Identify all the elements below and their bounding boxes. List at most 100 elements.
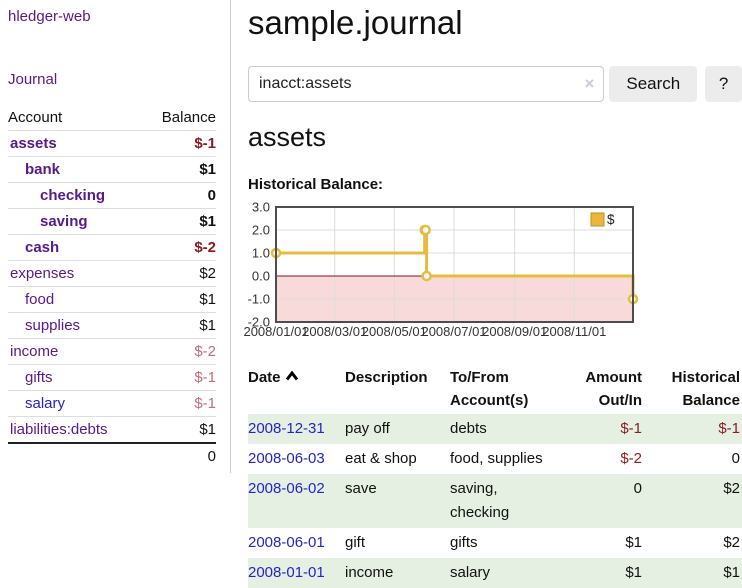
account-name-cell: salary	[8, 390, 143, 417]
account-link[interactable]: gifts	[25, 369, 53, 386]
account-heading: assets	[248, 122, 327, 152]
account-row: liabilities:debts $1	[8, 416, 216, 443]
account-name-cell: saving	[8, 208, 143, 235]
register-amount: $-2	[620, 450, 642, 467]
y-axis-tick: 1.0	[252, 246, 270, 261]
register-amount: 0	[633, 480, 642, 497]
accounts-header-account: Account	[8, 109, 63, 126]
register-description: pay off	[345, 420, 390, 437]
register-balance: $-1	[718, 420, 740, 437]
y-axis-tick: 2.0	[252, 223, 270, 238]
register-date-cell: 2008-06-03	[248, 444, 345, 474]
transaction-date-link[interactable]: 2008-12-31	[248, 420, 325, 437]
account-link[interactable]: checking	[40, 187, 106, 204]
register-amount: $-1	[620, 420, 642, 437]
sort-ascending-icon	[285, 370, 298, 381]
account-link[interactable]: salary	[25, 395, 66, 412]
account-name-cell: food	[8, 286, 143, 313]
account-balance: $-1	[142, 130, 216, 157]
search-button[interactable]: Search	[609, 66, 698, 102]
transaction-date-link[interactable]: 2008-06-02	[248, 480, 325, 497]
register-row: 2008-06-01 gift gifts $1 $2	[248, 528, 742, 558]
sidebar-item-journal[interactable]: Journal	[8, 71, 58, 88]
account-link[interactable]: saving	[40, 213, 88, 230]
y-axis-tick: -1.0	[248, 292, 270, 307]
account-row: bank $1	[8, 156, 216, 183]
account-name-cell: expenses	[8, 260, 143, 287]
transaction-date-link[interactable]: 2008-06-01	[248, 534, 325, 551]
account-name-cell: checking	[8, 182, 143, 209]
sidebar-nav: Journal	[8, 71, 216, 89]
account-link[interactable]: expenses	[10, 265, 75, 282]
register-accounts: salary	[450, 564, 491, 581]
search-input[interactable]	[248, 66, 605, 102]
register-balance: $2	[723, 480, 740, 497]
transaction-date-link[interactable]: 2008-01-01	[248, 564, 325, 581]
account-name-cell: assets	[8, 130, 143, 157]
account-row: checking 0	[8, 182, 216, 209]
register-column-header: Historical Balance	[671, 369, 740, 409]
register-column-header[interactable]: Date	[248, 364, 345, 414]
register-balance: 0	[731, 450, 740, 467]
account-link[interactable]: assets	[10, 135, 57, 152]
account-row: food $1	[8, 286, 216, 313]
account-balance: $1	[142, 156, 216, 183]
register-amount: $1	[625, 564, 642, 581]
account-row: income $-2	[8, 338, 216, 365]
accounts-table: Account Balance assets $-1 bank $1 checking 0…	[8, 105, 216, 469]
register-balance: $2	[723, 534, 740, 551]
register-date-cell: 2008-06-02	[248, 474, 345, 528]
account-row: supplies $1	[8, 312, 216, 339]
account-link[interactable]: supplies	[25, 317, 81, 334]
register-description: save	[345, 480, 377, 497]
sidebar: hledger-web Journal Account Balance asse…	[0, 0, 231, 473]
y-axis-tick: -2.0	[248, 315, 270, 330]
register-row: 2008-01-01 income salary $1 $1	[248, 558, 742, 588]
account-row: expenses $2	[8, 260, 216, 287]
y-axis-tick: 0.0	[252, 269, 270, 284]
chart-title: Historical Balance:	[248, 176, 384, 193]
register-row: 2008-06-02 save saving, checking 0 $2	[248, 474, 742, 528]
accounts-total-spacer	[8, 442, 143, 469]
y-axis-tick: 3.0	[252, 200, 270, 215]
accounts-header-balance: Balance	[161, 109, 216, 126]
x-axis-tick: 2008/09/01	[482, 324, 547, 339]
account-name-cell: income	[8, 338, 143, 365]
account-link[interactable]: income	[10, 343, 59, 360]
register-description: income	[345, 564, 394, 581]
account-balance: $-1	[142, 390, 216, 417]
register-table: Date Description To/From Account(s) Amount Ou…	[248, 364, 742, 588]
account-link[interactable]: food	[25, 291, 55, 308]
register-accounts: debts	[450, 420, 487, 437]
register-balance: $1	[723, 564, 740, 581]
register-description: eat & shop	[345, 450, 417, 467]
x-axis-tick: 2008/07/01	[421, 324, 486, 339]
accounts-header-row: Account Balance	[8, 105, 216, 131]
transaction-date-link[interactable]: 2008-06-03	[248, 450, 325, 467]
clear-search-icon[interactable]: ×	[584, 74, 595, 93]
register-header-row: Date Description To/From Account(s) Amount Ou…	[248, 364, 742, 414]
account-link[interactable]: bank	[25, 161, 61, 178]
register-date-cell: 2008-01-01	[248, 558, 345, 588]
register-column-header: To/From Account(s)	[450, 369, 529, 409]
account-link[interactable]: cash	[25, 239, 60, 256]
register-amount: $1	[625, 534, 642, 551]
account-balance: $1	[142, 312, 216, 339]
account-row: assets $-1	[8, 130, 216, 157]
account-name-cell: supplies	[8, 312, 143, 339]
page-title: sample.journal	[248, 4, 463, 41]
help-button[interactable]: ?	[705, 66, 742, 102]
account-balance: $-1	[142, 364, 216, 391]
account-link[interactable]: liabilities:debts	[10, 421, 108, 438]
search-box: ×	[248, 66, 605, 102]
register-row: 2008-12-31 pay off debts $-1 $-1	[248, 414, 742, 444]
register-column-header: Description	[345, 369, 428, 386]
account-row: cash $-2	[8, 234, 216, 261]
account-name-cell: bank	[8, 156, 143, 183]
register-accounts: gifts	[450, 534, 478, 551]
register-date-cell: 2008-06-01	[248, 528, 345, 558]
register-column-header: Amount Out/In	[585, 369, 642, 409]
account-balance: $1	[142, 286, 216, 313]
register-accounts: saving, checking	[450, 480, 510, 521]
brand-link[interactable]: hledger-web	[8, 8, 91, 25]
